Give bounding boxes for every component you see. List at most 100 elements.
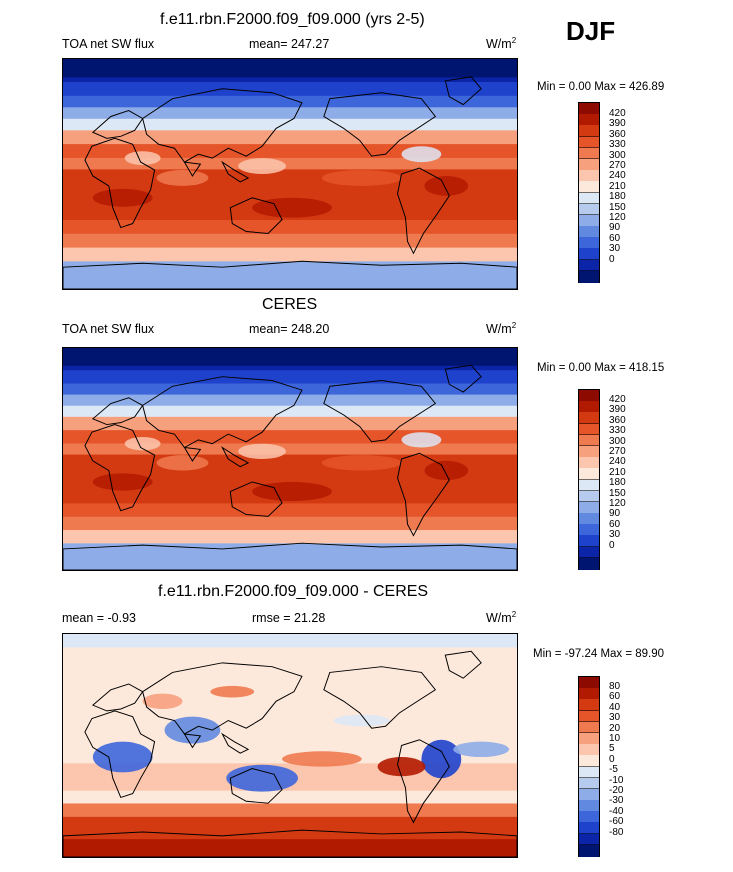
coastline bbox=[229, 197, 283, 234]
coastline bbox=[91, 397, 144, 426]
colorbar-level-label: 360 bbox=[609, 128, 626, 140]
colorbar-level-label: 0 bbox=[609, 539, 615, 551]
coastline bbox=[444, 76, 482, 106]
colorbar-swatch bbox=[579, 535, 599, 548]
field-band bbox=[63, 157, 517, 170]
colorbar-swatch bbox=[579, 732, 599, 745]
colorbar-level-label: 150 bbox=[609, 201, 626, 213]
colorbar-swatch bbox=[579, 479, 599, 492]
colorbar-level-label: -40 bbox=[609, 805, 624, 817]
colorbar-swatch bbox=[579, 677, 599, 689]
coastline bbox=[91, 683, 144, 712]
colorbar-swatch bbox=[579, 699, 599, 712]
colorbar-swatch bbox=[579, 390, 599, 402]
colorbar-swatch bbox=[579, 688, 599, 700]
field-band bbox=[63, 503, 517, 518]
colorbar-swatch bbox=[579, 147, 599, 160]
map-obs bbox=[62, 347, 518, 571]
colorbar-swatch bbox=[579, 766, 599, 779]
field-feature bbox=[401, 146, 442, 163]
panel-title: CERES bbox=[262, 296, 318, 313]
field-feature bbox=[238, 158, 287, 174]
colorbar-level-label: 80 bbox=[609, 681, 621, 692]
colorbar-swatch bbox=[579, 445, 599, 458]
coastline bbox=[183, 446, 202, 462]
field-feature bbox=[92, 473, 153, 491]
field-feature bbox=[321, 170, 402, 186]
colorbar-swatch bbox=[579, 270, 599, 283]
field-band bbox=[63, 803, 517, 818]
coastline bbox=[323, 92, 437, 157]
coastline bbox=[229, 768, 283, 804]
colorbar-swatch bbox=[579, 800, 599, 812]
colorbar-level-label: 150 bbox=[609, 487, 626, 499]
field-band bbox=[63, 95, 517, 108]
coastline bbox=[444, 650, 482, 679]
colorbar-level-label: -80 bbox=[609, 826, 624, 838]
map-field bbox=[63, 59, 517, 289]
coastline bbox=[142, 376, 303, 449]
colorbar-model bbox=[578, 102, 600, 283]
colorbar-level-label: -20 bbox=[609, 785, 624, 796]
field-feature bbox=[92, 741, 153, 773]
colorbar-level-label: 20 bbox=[609, 722, 621, 734]
colorbar-swatch bbox=[579, 744, 599, 756]
map-plot bbox=[63, 59, 517, 289]
map-model bbox=[62, 58, 518, 290]
field-band bbox=[63, 543, 517, 570]
colorbar-swatch bbox=[579, 192, 599, 205]
units-label: W/m2 bbox=[486, 321, 517, 337]
panel-title: f.e11.rbn.F2000.f09_f09.000 (yrs 2-5) bbox=[160, 11, 425, 28]
mean-label: mean= 247.27 bbox=[249, 37, 330, 51]
colorbar-level-label: -10 bbox=[609, 774, 624, 786]
colorbar-level-label: 330 bbox=[609, 139, 626, 151]
colorbar-level-label: 30 bbox=[609, 529, 621, 541]
colorbar-diff bbox=[578, 676, 600, 857]
coastline bbox=[221, 446, 250, 468]
field-feature bbox=[142, 693, 183, 709]
coastline bbox=[323, 380, 437, 443]
coastline bbox=[142, 88, 303, 163]
colorbar-swatch bbox=[579, 490, 599, 503]
colorbar-swatch bbox=[579, 114, 599, 126]
field-band bbox=[63, 220, 517, 235]
colorbar-level-label: 180 bbox=[609, 477, 626, 489]
colorbar-level-label: -60 bbox=[609, 816, 624, 828]
coastline bbox=[397, 452, 450, 537]
field-band bbox=[63, 107, 517, 120]
coastline bbox=[183, 161, 202, 177]
colorbar-swatch bbox=[579, 457, 599, 469]
field-feature bbox=[92, 188, 153, 207]
map-field bbox=[63, 634, 517, 857]
colorbar-level-label: 390 bbox=[609, 118, 626, 130]
colorbar-swatch bbox=[579, 237, 599, 249]
field-feature bbox=[124, 436, 161, 451]
field-feature bbox=[321, 455, 402, 471]
colorbar-swatch bbox=[579, 125, 599, 138]
coastline bbox=[84, 710, 156, 799]
colorbar-swatch bbox=[579, 181, 599, 193]
colorbar-swatch bbox=[579, 412, 599, 425]
coastline bbox=[183, 733, 202, 749]
coastline bbox=[323, 666, 437, 729]
colorbar-level-label: 90 bbox=[609, 222, 621, 234]
colorbar-level-label: 300 bbox=[609, 149, 626, 161]
colorbar-swatch bbox=[579, 788, 599, 801]
colorbar-level-label: 180 bbox=[609, 191, 626, 203]
field-band bbox=[63, 416, 517, 431]
field-band bbox=[63, 118, 517, 131]
field-band bbox=[63, 261, 517, 289]
colorbar-swatch bbox=[579, 158, 599, 171]
field-band bbox=[63, 394, 517, 407]
colorbar-level-label: 30 bbox=[609, 712, 621, 724]
coastline bbox=[221, 732, 250, 754]
colorbar-level-label: 10 bbox=[609, 733, 621, 744]
colorbar-swatch bbox=[579, 226, 599, 238]
field-band bbox=[63, 634, 517, 648]
coastlines bbox=[63, 364, 517, 570]
field-feature bbox=[124, 151, 161, 166]
colorbar-level-label: 60 bbox=[609, 232, 621, 244]
field-band bbox=[63, 405, 517, 418]
field-feature bbox=[424, 175, 469, 196]
colorbar-swatch bbox=[579, 136, 599, 149]
